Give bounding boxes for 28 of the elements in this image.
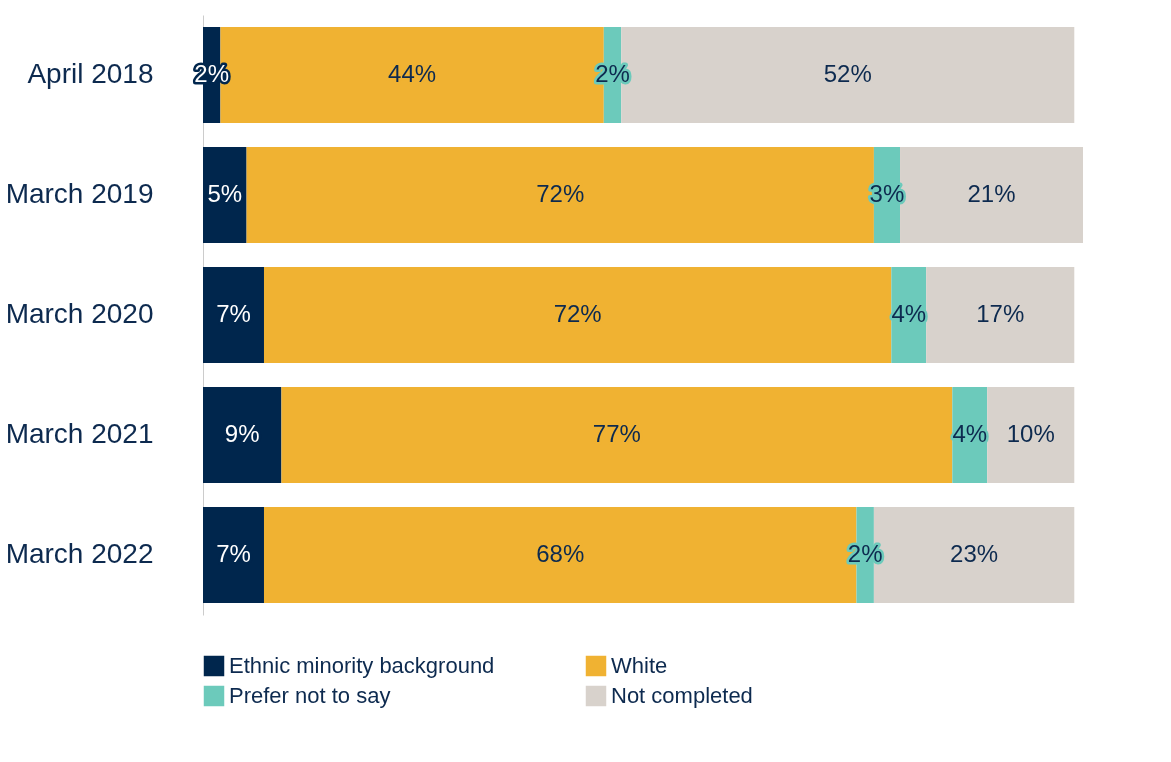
legend-label: Prefer not to say xyxy=(229,683,391,708)
bar xyxy=(263,267,892,363)
data-label: 7% xyxy=(216,540,251,567)
data-label: 10% xyxy=(1006,420,1055,447)
data-label: 77% xyxy=(592,420,641,447)
y-tick-label: March 2022 xyxy=(5,538,154,569)
y-tick-label: March 2020 xyxy=(5,298,154,329)
data-label: 7% xyxy=(216,300,251,327)
data-label: 5% xyxy=(207,180,243,207)
data-label: 72% xyxy=(553,300,602,327)
data-label: 21% xyxy=(967,180,1016,207)
data-label: 9% xyxy=(224,420,260,447)
data-label: 4% xyxy=(891,300,927,327)
y-tick-label: March 2021 xyxy=(5,418,154,449)
bar xyxy=(926,267,1075,363)
data-label: 52% xyxy=(823,60,872,87)
legend-label: Ethnic minority background xyxy=(229,653,495,678)
data-label: 4% xyxy=(952,420,988,447)
data-label: 44% xyxy=(388,60,437,87)
y-tick-label: April 2018 xyxy=(27,58,154,89)
data-label: 17% xyxy=(976,300,1025,327)
legend-label: White xyxy=(611,653,668,678)
data-label: 68% xyxy=(536,540,585,567)
data-label: 23% xyxy=(950,540,999,567)
bar xyxy=(281,387,953,483)
legend-label: Not completed xyxy=(611,683,753,708)
y-tick-label: March 2019 xyxy=(5,178,154,209)
data-label: 72% xyxy=(536,180,585,207)
